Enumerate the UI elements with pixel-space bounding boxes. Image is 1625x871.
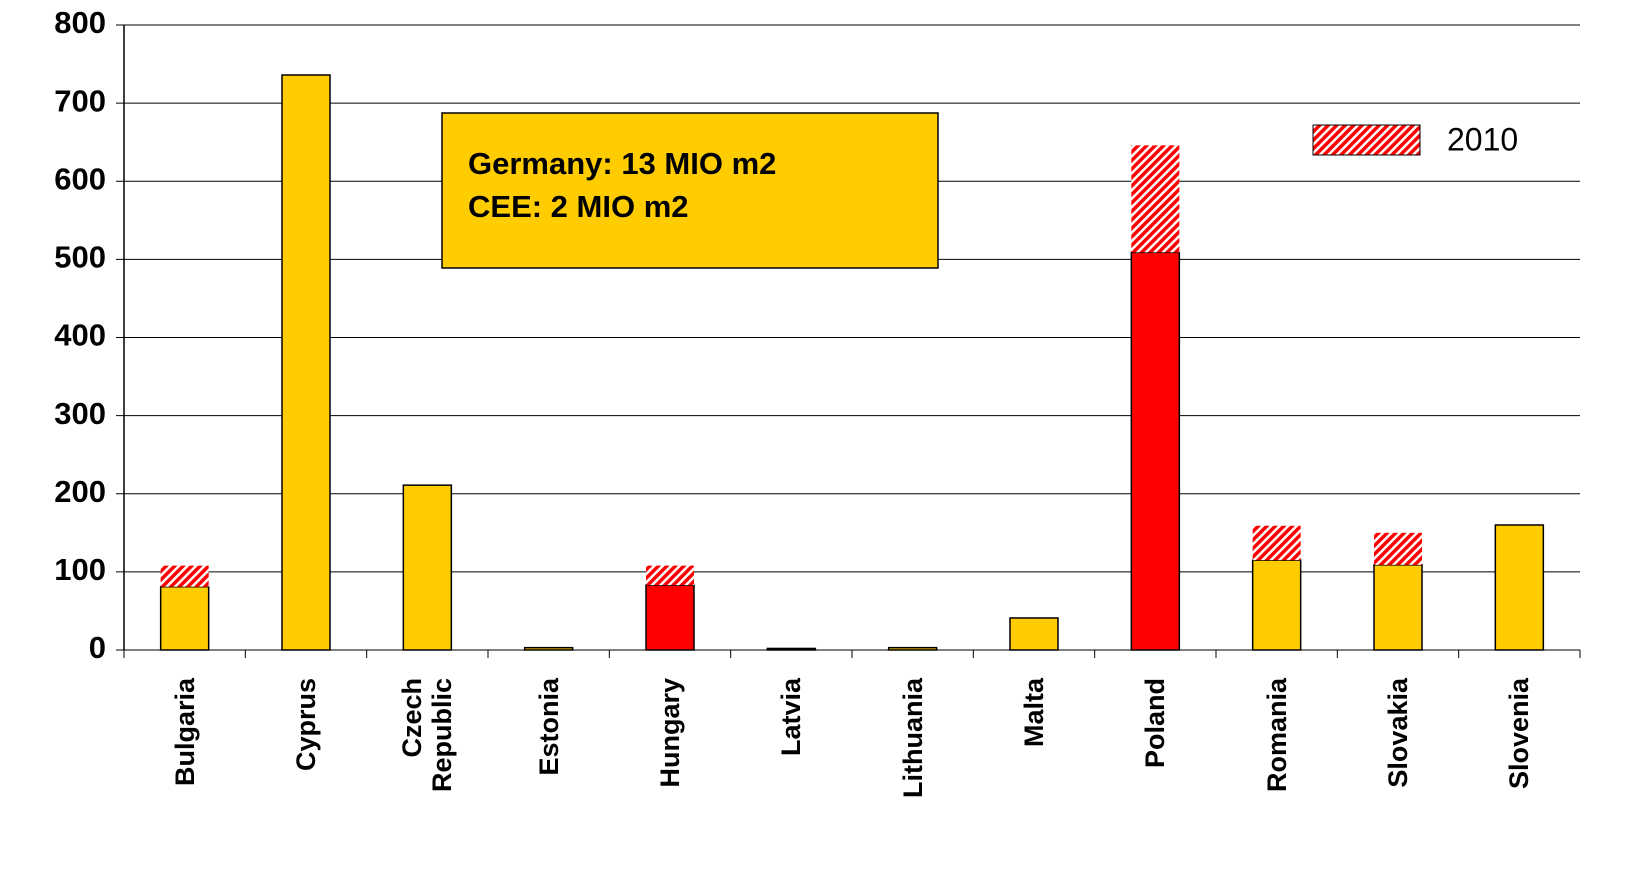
bar (1251, 559, 1302, 651)
bar (645, 584, 695, 651)
bar (1130, 251, 1181, 651)
bar (1373, 564, 1423, 651)
y-tick-label: 100 (54, 552, 106, 587)
y-tick-label: 400 (54, 318, 106, 353)
bar-segment-hatched (646, 565, 694, 586)
bar-segment-hatched (1131, 145, 1180, 253)
x-tick-label: Estonia (533, 678, 564, 776)
bar (402, 484, 453, 651)
x-tick-label: Latvia (776, 678, 807, 757)
annotation-box (441, 112, 939, 269)
x-tick-label: Malta (1019, 678, 1049, 748)
x-tick-label: Slovenia (1504, 678, 1535, 790)
x-tick-label: Lithuania (897, 678, 928, 798)
x-tick-label: Poland (1140, 678, 1171, 769)
legend-label: 2010 (1447, 121, 1518, 157)
bar (1009, 617, 1059, 651)
bar (887, 646, 938, 651)
x-tick-label: Hungary (655, 678, 685, 788)
bar (766, 647, 817, 651)
annotation-text: CEE: 2 MIO m2 (468, 189, 689, 224)
bar (159, 585, 210, 651)
y-tick-label: 700 (54, 83, 106, 118)
x-tick-label: Czech Republic (397, 678, 458, 793)
x-tick-label: Slovakia (1383, 678, 1413, 788)
bar-segment-hatched (160, 565, 209, 587)
bar-segment-hatched (1374, 532, 1422, 565)
annotation-text: Germany: 13 MIO m2 (468, 146, 776, 181)
bar-segment-hatched (1252, 525, 1301, 561)
y-tick-label: 500 (54, 240, 106, 275)
legend-swatch (1312, 124, 1421, 156)
y-tick-label: 200 (54, 474, 106, 509)
y-tick-label: 300 (54, 396, 106, 431)
y-tick-label: 600 (54, 161, 106, 196)
y-tick-label: 800 (54, 5, 106, 40)
x-tick-label: Romania (1261, 678, 1292, 793)
bar (523, 646, 574, 651)
bar (1494, 524, 1545, 651)
y-tick-label: 0 (89, 630, 106, 665)
x-tick-label: Cyprus (291, 678, 321, 772)
x-tick-label: Bulgaria (169, 678, 200, 787)
bar (281, 74, 331, 651)
